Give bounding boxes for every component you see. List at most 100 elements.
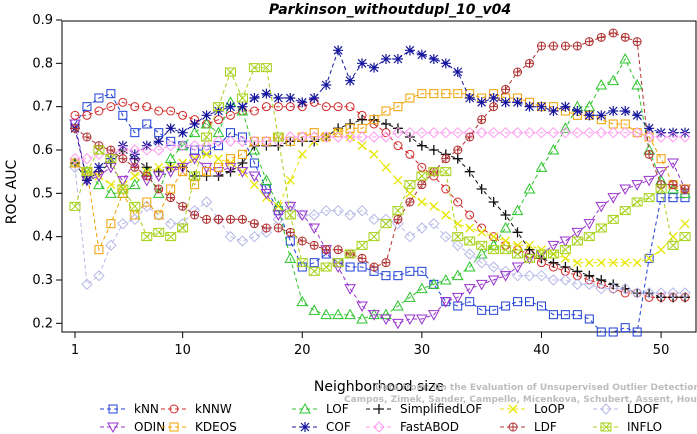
data-point-inflo [500, 245, 512, 255]
data-point-inflo [356, 240, 368, 250]
data-point-cof [357, 58, 368, 69]
data-point-ldof [440, 230, 452, 243]
data-point-simplifiedlof [464, 166, 475, 177]
data-point-cof [428, 54, 439, 64]
data-point-inflo [535, 249, 547, 259]
data-point-ldf [106, 145, 116, 155]
data-point-odin [416, 314, 428, 326]
data-point-ldof [69, 161, 81, 174]
data-point-inflo [631, 197, 643, 207]
series-line-simplifiedlof [74, 119, 685, 298]
series-ldf [70, 28, 690, 272]
data-point-cof [548, 106, 559, 116]
data-point-knn [405, 266, 415, 276]
series-inflo [69, 63, 691, 276]
series-fastabod [69, 126, 691, 165]
data-point-knn [560, 310, 570, 320]
data-point-loop [525, 240, 534, 250]
legend-item-inflo: INFLO [593, 420, 662, 434]
data-point-ldf [453, 145, 463, 155]
data-point-fastabod [535, 126, 548, 139]
legend-item-loop: LoOP [500, 402, 565, 416]
data-point-ldf [70, 123, 80, 133]
data-point-inflo [488, 245, 500, 255]
data-point-fastabod [356, 131, 368, 143]
data-point-simplifiedlof [452, 153, 463, 164]
data-point-cof [237, 101, 248, 112]
data-point-fastabod [81, 152, 93, 165]
data-point-cof [452, 67, 463, 77]
data-point-simplifiedlof [357, 114, 368, 125]
data-point-inflo [595, 223, 607, 233]
series-line-loop [74, 132, 686, 264]
data-point-knnw [321, 102, 331, 112]
data-point-ldf [118, 154, 128, 164]
data-point-ldf [309, 240, 319, 250]
data-point-loop [501, 236, 511, 246]
data-point-ldof [320, 204, 332, 217]
data-point-inflo [320, 262, 332, 272]
data-point-cof [488, 93, 499, 103]
data-point-odin [224, 162, 237, 174]
data-point-loop [465, 223, 475, 233]
legend-label-inflo: INFLO [627, 420, 662, 434]
data-point-lof [128, 178, 141, 190]
data-point-inflo [177, 223, 189, 233]
data-point-ldf [465, 132, 475, 142]
data-point-loop [477, 227, 487, 237]
data-point-fastabod [236, 135, 249, 148]
data-point-lof [380, 308, 392, 320]
data-point-ldof [153, 209, 165, 221]
data-point-kdeos [202, 167, 212, 177]
data-point-lof [416, 282, 428, 294]
data-point-ldf [214, 214, 224, 224]
data-point-ldof [164, 217, 177, 230]
data-point-inflo [524, 253, 536, 263]
y-axis-label: ROC AUC [4, 159, 20, 224]
legend-item-odin: ODIN [100, 420, 165, 434]
data-point-simplifiedlof [560, 262, 571, 272]
data-point-knnw [417, 162, 427, 172]
data-point-knn [489, 305, 499, 315]
legend-label-ldf: LDF [534, 420, 557, 434]
data-point-loop [620, 258, 630, 268]
legend-marker-ldof [600, 403, 612, 415]
data-point-ldof [224, 230, 237, 243]
data-point-inflo [153, 227, 165, 237]
data-point-inflo [332, 258, 344, 268]
data-point-inflo [213, 102, 225, 112]
series-line-ldof [74, 167, 685, 294]
data-point-fastabod [475, 126, 488, 139]
data-point-knnw [333, 102, 343, 112]
data-point-loop [596, 258, 606, 268]
data-point-cof [153, 136, 164, 147]
legend-marker-kdeos [169, 422, 179, 432]
data-point-odin [404, 314, 416, 326]
data-point-fastabod [571, 126, 584, 139]
data-point-inflo [368, 232, 380, 242]
data-point-knn [345, 262, 355, 272]
data-point-odin [547, 240, 560, 252]
data-point-loop [273, 201, 283, 211]
data-point-fastabod [212, 135, 225, 148]
legend-label-loop: LoOP [534, 402, 565, 416]
series-line-ldf [74, 32, 686, 268]
data-point-ldof [200, 196, 213, 208]
data-point-lof [451, 269, 464, 281]
data-point-ldf [668, 180, 678, 190]
data-point-loop [644, 253, 654, 263]
data-point-inflo [571, 236, 583, 246]
data-point-inflo [224, 67, 236, 77]
data-point-inflo [416, 171, 428, 181]
data-point-cof [297, 97, 308, 108]
data-point-knn [130, 128, 140, 138]
data-point-fastabod [260, 135, 273, 148]
data-point-cof [369, 62, 380, 73]
data-point-ldof [308, 209, 320, 221]
data-point-lof [176, 139, 189, 151]
data-point-ldf [190, 210, 200, 220]
data-point-lof [619, 52, 632, 64]
plot-frame [61, 20, 697, 333]
data-point-inflo [380, 219, 392, 229]
data-point-cof [608, 106, 619, 116]
